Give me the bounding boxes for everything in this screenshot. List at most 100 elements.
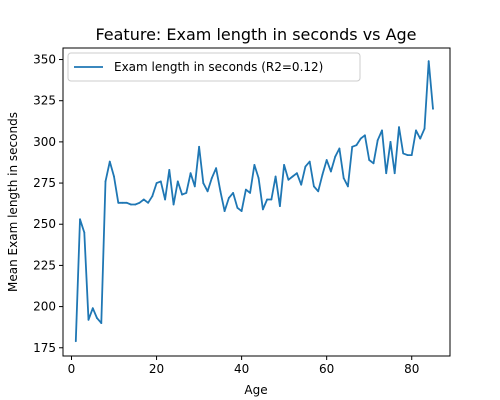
data-point xyxy=(79,218,81,221)
data-point xyxy=(257,177,260,180)
data-point xyxy=(313,185,315,188)
data-point xyxy=(385,172,388,175)
data-point xyxy=(368,159,371,161)
x-tick-label: 0 xyxy=(68,362,76,376)
data-point xyxy=(202,182,205,185)
data-point xyxy=(266,198,268,201)
data-point xyxy=(389,141,392,143)
data-point xyxy=(168,169,171,171)
legend-label: Exam length in seconds (R2=0.12) xyxy=(114,60,323,74)
y-tick-label: 275 xyxy=(33,176,56,190)
data-point xyxy=(432,108,434,110)
x-axis-ticks: 0 20 40 60 80 xyxy=(68,356,419,376)
y-tick-label: 300 xyxy=(33,135,56,149)
data-point xyxy=(181,193,184,196)
data-point xyxy=(151,195,154,198)
data-point xyxy=(419,137,422,140)
data-point xyxy=(189,172,192,175)
data-point xyxy=(325,159,328,161)
data-point xyxy=(240,210,243,213)
data-point xyxy=(155,182,158,185)
data-point xyxy=(108,160,111,163)
plot-area-frame xyxy=(62,47,451,357)
data-point xyxy=(406,154,409,157)
data-point xyxy=(279,205,281,208)
data-point xyxy=(296,172,298,175)
data-point xyxy=(342,177,345,180)
legend-box xyxy=(67,52,361,82)
data-point xyxy=(100,322,103,324)
data-point xyxy=(376,139,379,142)
data-point xyxy=(185,192,188,194)
x-axis-label: Age xyxy=(244,383,267,397)
data-point xyxy=(198,145,201,148)
legend: Exam length in seconds (R2=0.12) xyxy=(67,52,361,82)
data-point xyxy=(130,203,132,206)
data-point xyxy=(427,60,430,63)
data-point xyxy=(147,201,150,204)
x-tick-label: 80 xyxy=(404,362,419,376)
data-point xyxy=(270,198,273,201)
chart-title: Feature: Exam length in seconds vs Age xyxy=(95,25,416,44)
data-point xyxy=(245,188,247,191)
y-tick-label: 325 xyxy=(33,94,56,108)
data-point xyxy=(125,201,128,204)
data-point xyxy=(159,180,162,183)
data-point xyxy=(104,180,107,183)
data-point xyxy=(347,185,349,188)
data-point xyxy=(193,185,196,188)
data-point xyxy=(410,154,413,157)
data-point xyxy=(142,198,145,201)
data-point xyxy=(96,317,98,319)
data-point xyxy=(304,165,307,168)
data-point xyxy=(121,201,124,204)
x-tick-label: 20 xyxy=(149,362,164,376)
data-point xyxy=(359,137,362,140)
data-point xyxy=(308,160,311,163)
data-point xyxy=(393,172,396,175)
data-point xyxy=(283,164,285,166)
data-point xyxy=(351,145,354,148)
data-point xyxy=(91,307,94,310)
data-point xyxy=(83,231,86,234)
data-point xyxy=(176,180,179,183)
y-tick-label: 350 xyxy=(33,53,56,67)
data-point xyxy=(398,126,400,128)
data-point xyxy=(334,155,337,158)
data-point xyxy=(249,192,252,194)
data-point xyxy=(253,164,256,166)
data-point xyxy=(138,201,141,204)
data-point xyxy=(402,152,405,155)
data-point xyxy=(236,206,239,209)
data-point xyxy=(164,198,167,201)
data-point xyxy=(330,170,332,173)
data-point xyxy=(364,134,366,137)
y-tick-label: 200 xyxy=(33,300,56,314)
y-tick-label: 225 xyxy=(33,258,56,272)
data-point xyxy=(117,201,120,204)
data-point xyxy=(423,127,426,130)
data-point xyxy=(381,129,383,132)
data-point xyxy=(355,144,358,147)
data-point xyxy=(219,190,222,193)
y-tick-label: 250 xyxy=(33,217,56,231)
data-point xyxy=(223,210,226,213)
series-layer xyxy=(74,60,434,343)
data-point xyxy=(274,175,277,178)
data-point xyxy=(172,203,175,206)
data-point xyxy=(317,190,320,193)
data-point xyxy=(134,203,137,206)
data-point xyxy=(338,147,341,150)
data-point xyxy=(228,197,230,199)
data-point xyxy=(321,173,324,176)
data-point xyxy=(300,183,303,186)
data-point xyxy=(287,178,290,181)
data-point xyxy=(74,340,77,343)
x-tick-label: 60 xyxy=(319,362,334,376)
data-point xyxy=(113,175,115,178)
data-point xyxy=(415,129,417,132)
data-point xyxy=(206,190,209,193)
data-point xyxy=(291,175,294,178)
data-point xyxy=(210,177,213,180)
